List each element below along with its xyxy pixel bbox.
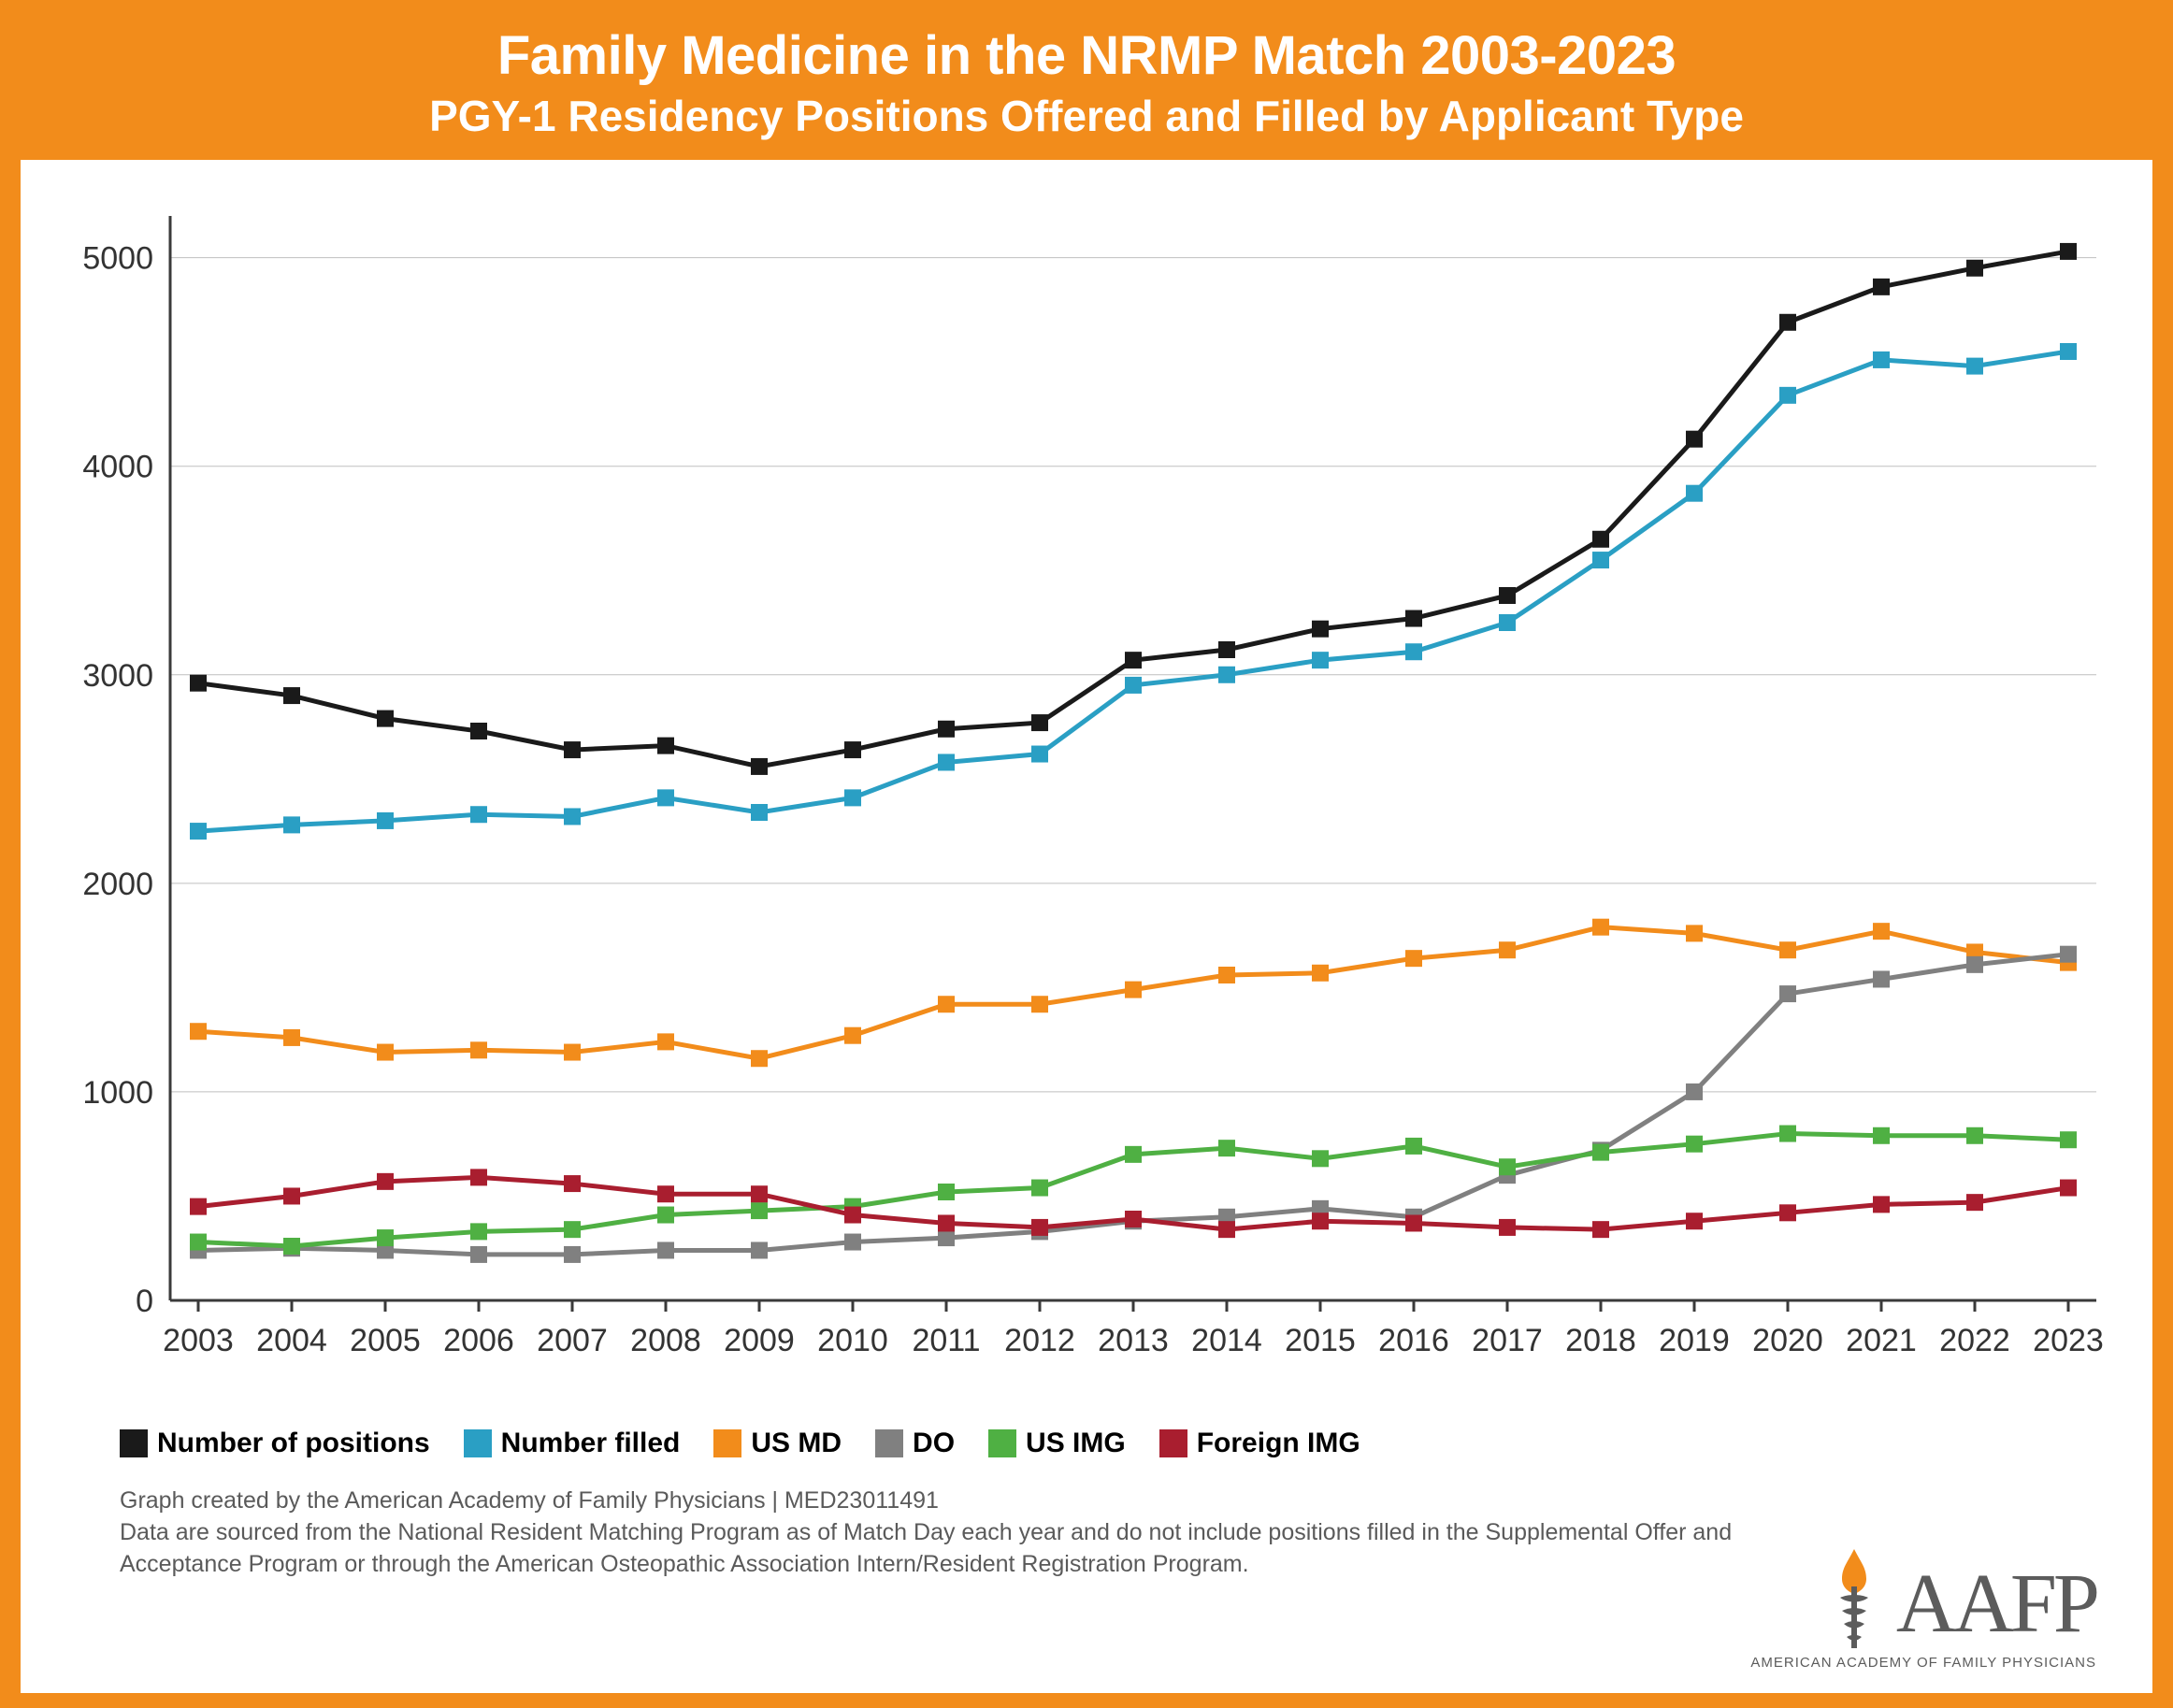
legend-item: Number of positions xyxy=(120,1428,430,1459)
legend-item: US MD xyxy=(713,1428,842,1459)
legend-swatch xyxy=(1159,1429,1187,1457)
svg-text:2021: 2021 xyxy=(1846,1323,1917,1358)
legend-swatch xyxy=(988,1429,1016,1457)
svg-text:2015: 2015 xyxy=(1285,1323,1356,1358)
legend-swatch xyxy=(875,1429,903,1457)
footer-text: Graph created by the American Academy of… xyxy=(120,1486,1765,1580)
svg-text:2013: 2013 xyxy=(1098,1323,1169,1358)
svg-text:2005: 2005 xyxy=(350,1323,421,1358)
logo-subtext: AMERICAN ACADEMY OF FAMILY PHYSICIANS xyxy=(1750,1655,2096,1671)
svg-text:2018: 2018 xyxy=(1565,1323,1636,1358)
svg-text:2006: 2006 xyxy=(443,1323,514,1358)
legend-item: DO xyxy=(875,1428,955,1459)
svg-text:2023: 2023 xyxy=(2033,1323,2104,1358)
logo-text: AAFP xyxy=(1896,1556,2096,1652)
subtitle: PGY-1 Residency Positions Offered and Fi… xyxy=(21,91,2152,141)
legend: Number of positions Number filled US MD DO U… xyxy=(120,1428,2124,1459)
svg-text:2011: 2011 xyxy=(912,1323,980,1358)
svg-text:2016: 2016 xyxy=(1378,1323,1449,1358)
legend-label: US MD xyxy=(751,1428,842,1459)
legend-item: Number filled xyxy=(464,1428,681,1459)
svg-text:2007: 2007 xyxy=(537,1323,608,1358)
svg-text:5000: 5000 xyxy=(82,241,153,277)
legend-label: Number filled xyxy=(501,1428,681,1459)
svg-text:2003: 2003 xyxy=(163,1323,234,1358)
legend-swatch xyxy=(120,1429,148,1457)
chart-area: 0 1000 2000 3000 4000 5000 2003 2004 2005 2006 200… xyxy=(49,197,2124,1385)
svg-text:2022: 2022 xyxy=(1939,1323,2010,1358)
svg-text:2000: 2000 xyxy=(82,867,153,902)
legend-label: US IMG xyxy=(1026,1428,1126,1459)
svg-text:2014: 2014 xyxy=(1191,1323,1262,1358)
svg-text:2008: 2008 xyxy=(630,1323,701,1358)
footer-line-2: Data are sourced from the National Resid… xyxy=(120,1517,1765,1581)
svg-text:2020: 2020 xyxy=(1752,1323,1823,1358)
aafp-logo: AAFP xyxy=(1825,1549,2096,1652)
svg-text:3000: 3000 xyxy=(82,658,153,694)
caduceus-icon xyxy=(1825,1549,1883,1652)
legend-label: Foreign IMG xyxy=(1197,1428,1360,1459)
line-chart: 0 1000 2000 3000 4000 5000 2003 2004 2005 2006 200… xyxy=(49,197,2124,1385)
svg-text:2019: 2019 xyxy=(1659,1323,1730,1358)
svg-text:2009: 2009 xyxy=(724,1323,795,1358)
legend-label: DO xyxy=(913,1428,955,1459)
svg-text:4000: 4000 xyxy=(82,450,153,485)
svg-text:0: 0 xyxy=(136,1284,153,1319)
legend-item: US IMG xyxy=(988,1428,1126,1459)
main-title: Family Medicine in the NRMP Match 2003-2… xyxy=(21,24,2152,87)
frame: Family Medicine in the NRMP Match 2003-2… xyxy=(0,0,2173,1708)
svg-text:2010: 2010 xyxy=(817,1323,888,1358)
plot-card: 0 1000 2000 3000 4000 5000 2003 2004 2005 2006 200… xyxy=(21,160,2152,1693)
svg-text:1000: 1000 xyxy=(82,1075,153,1111)
legend-swatch xyxy=(464,1429,492,1457)
legend-swatch xyxy=(713,1429,741,1457)
footer-line-1: Graph created by the American Academy of… xyxy=(120,1486,1765,1517)
legend-item: Foreign IMG xyxy=(1159,1428,1360,1459)
title-block: Family Medicine in the NRMP Match 2003-2… xyxy=(21,17,2152,160)
svg-text:2017: 2017 xyxy=(1472,1323,1543,1358)
svg-text:2004: 2004 xyxy=(256,1323,327,1358)
legend-label: Number of positions xyxy=(157,1428,430,1459)
svg-text:2012: 2012 xyxy=(1004,1323,1075,1358)
